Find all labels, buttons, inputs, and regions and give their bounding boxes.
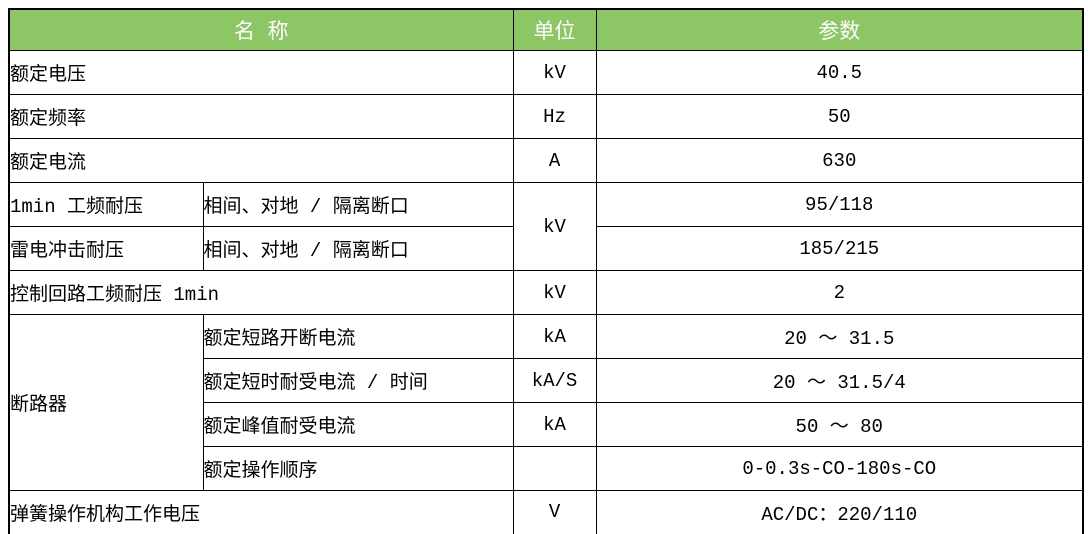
- table-row: 1min 工频耐压 相间、对地 / 隔离断口 kV 95/118: [8, 182, 1084, 271]
- unit-cell: kA/S: [512, 358, 597, 403]
- subname-cell: 额定峰值耐受电流: [202, 402, 514, 447]
- unit-cell: kV: [512, 50, 597, 95]
- table-row: 额定操作顺序 0-0.3s-CO-180s-CO: [9, 446, 1084, 491]
- table-row: 额定电压 kV 40.5: [8, 50, 1084, 95]
- value-cell: 630: [595, 138, 1084, 183]
- unit-cell: kV: [512, 270, 597, 315]
- value-cell: 20 ～ 31.5: [595, 314, 1084, 359]
- unit-cell: A: [512, 138, 597, 183]
- header-row: 名 称 单位 参数: [8, 8, 1084, 51]
- value-cell: 0-0.3s-CO-180s-CO: [595, 446, 1084, 491]
- name-cell: 控制回路工频耐压 1min: [8, 270, 514, 315]
- value-cell: 20 ～ 31.5/4: [595, 358, 1084, 403]
- table-row: 额定电流 A 630: [8, 138, 1084, 183]
- subname-cell: 额定操作顺序: [202, 446, 514, 491]
- subname-cell: 额定短时耐受电流 / 时间: [202, 358, 514, 403]
- subname-cell: 相间、对地 / 隔离断口: [202, 182, 514, 227]
- table-row: 额定频率 Hz 50: [8, 94, 1084, 139]
- unit-cell: kA: [512, 402, 597, 447]
- table-row: 弹簧操作机构工作电压 V AC/DC：220/110: [8, 490, 1084, 534]
- table-row: 雷电冲击耐压 相间、对地 / 隔离断口 185/215: [8, 226, 1084, 271]
- name-cell: 额定电压: [8, 50, 514, 95]
- table-row: 控制回路工频耐压 1min kV 2: [8, 270, 1084, 315]
- name-cell: 额定电流: [8, 138, 514, 183]
- name-cell: 1min 工频耐压: [8, 182, 204, 227]
- table-body: 额定电压 kV 40.5 额定频率 Hz 50 额定电流 A 630 1min 工频耐压 相间、对地…: [8, 50, 1084, 534]
- value-cell: AC/DC：220/110: [595, 490, 1084, 534]
- name-cell: 断路器: [8, 314, 204, 491]
- value-cell: 95/118: [595, 182, 1084, 227]
- header-param-cell: 参数: [595, 8, 1084, 51]
- table-row: 额定短时耐受电流 / 时间 kA/S 20 ～ 31.5/4: [9, 358, 1084, 403]
- value-cell: 50: [595, 94, 1084, 139]
- name-cell: 额定频率: [8, 94, 514, 139]
- header-name-cell: 名 称: [8, 8, 514, 51]
- unit-cell: kA: [512, 314, 597, 359]
- unit-cell: [512, 446, 597, 491]
- header-unit-cell: 单位: [512, 8, 597, 51]
- subname-cell: 相间、对地 / 隔离断口: [202, 226, 514, 271]
- name-cell: 弹簧操作机构工作电压: [8, 490, 514, 534]
- value-cell: 185/215: [595, 226, 1084, 271]
- spec-table: 名 称 单位 参数 额定电压 kV 40.5 额定频率 Hz 50 额定电流 A 630 1min…: [8, 8, 1085, 534]
- table-row: 额定峰值耐受电流 kA 50 ～ 80: [9, 402, 1084, 447]
- value-cell: 40.5: [595, 50, 1084, 95]
- subname-cell: 额定短路开断电流: [202, 314, 514, 359]
- unit-cell: Hz: [512, 94, 597, 139]
- value-cell: 2: [595, 270, 1084, 315]
- value-cell: 50 ～ 80: [595, 402, 1084, 447]
- name-cell: 雷电冲击耐压: [8, 226, 204, 271]
- unit-cell: kV: [512, 182, 597, 271]
- table-row: 断路器 额定短路开断电流 kA 20 ～ 31.5: [8, 314, 1084, 491]
- unit-cell: V: [512, 490, 597, 534]
